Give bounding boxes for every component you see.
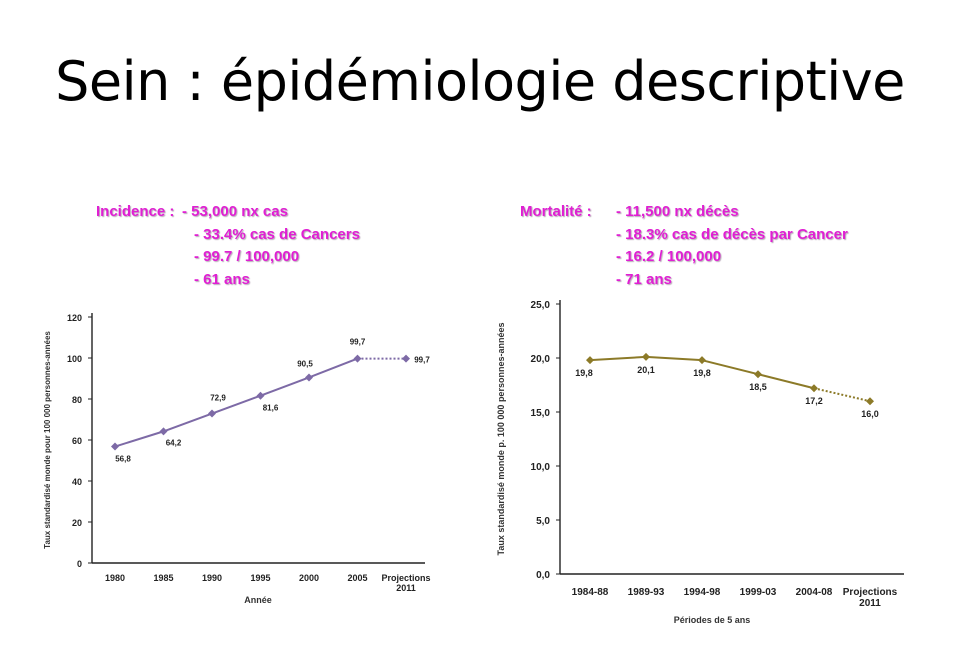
data-label: 90,5 (297, 359, 313, 368)
incidence-item: - 61 ans (194, 271, 250, 288)
projection-line-segment (813, 387, 871, 403)
y-tick-label: 0 (77, 559, 82, 569)
y-tick-label: 40 (72, 477, 82, 487)
slide-title: Sein : épidémiologie descriptive (55, 50, 905, 113)
y-tick-label: 0,0 (536, 570, 550, 581)
x-tick-label: Projections (843, 587, 898, 598)
x-tick-label: 1994-98 (684, 587, 721, 598)
series-line-segment (701, 359, 759, 376)
series-line-segment (163, 412, 213, 433)
x-axis-title: Périodes de 5 ans (674, 615, 751, 625)
y-tick-label: 60 (72, 436, 82, 446)
series-line-segment (114, 430, 164, 448)
series-line-segment (308, 357, 358, 379)
data-label: 20,1 (637, 365, 655, 375)
y-axis-title: Taux standardisé monde pour 100 000 pers… (43, 331, 52, 549)
data-point (754, 370, 762, 379)
data-point (698, 356, 706, 365)
x-tick-label: 2005 (347, 573, 367, 583)
x-tick-label: 1984-88 (572, 587, 609, 598)
x-tick-label: 1980 (105, 573, 125, 583)
y-axis-title: Taux standardisé monde p. 100 000 person… (496, 323, 506, 556)
data-point (305, 373, 313, 382)
mortality-item: - 16.2 / 100,000 (616, 248, 722, 265)
x-tick-label: 1985 (153, 573, 173, 583)
y-tick-label: 15,0 (531, 408, 551, 419)
series-line-segment (211, 394, 261, 415)
data-label: 99,7 (414, 356, 430, 365)
x-tick-label: 1990 (202, 573, 222, 583)
incidence-item: - 33.4% cas de Cancers (194, 226, 360, 243)
data-point (586, 356, 594, 365)
data-point (642, 352, 650, 361)
x-tick-label: 1999-03 (740, 587, 777, 598)
y-tick-label: 100 (67, 354, 82, 364)
data-point (353, 354, 362, 363)
x-tick-label: 2004-08 (796, 587, 833, 598)
mortality-stats: Mortalité : - 11,500 nx décès - 18.3% ca… (520, 203, 880, 293)
data-label: 56,8 (115, 455, 131, 464)
data-point (111, 442, 119, 451)
x-tick-label: 2011 (396, 583, 416, 593)
data-label: 81,6 (263, 404, 279, 413)
data-point (810, 384, 818, 393)
data-label: 16,0 (861, 409, 879, 419)
y-tick-label: 20 (72, 518, 82, 528)
x-tick-label: 2000 (299, 573, 319, 583)
data-point (256, 391, 265, 400)
data-label: 72,9 (210, 394, 226, 403)
x-axis-title: Année (244, 595, 272, 605)
x-tick-label: Projections (381, 573, 430, 583)
incidence-stats: Incidence : - 53,000 nx cas - 33.4% cas … (96, 203, 416, 293)
y-tick-label: 80 (72, 395, 82, 405)
incidence-item: - 99.7 / 100,000 (194, 248, 300, 265)
data-label: 18,5 (749, 382, 767, 392)
data-label: 17,2 (805, 396, 823, 406)
y-tick-label: 5,0 (536, 516, 550, 527)
series-line-segment (645, 355, 703, 362)
mortality-item: - 11,500 nx décès (616, 203, 739, 220)
incidence-item: - 53,000 nx cas (182, 203, 288, 220)
mortality-chart: 0,0 5,0 10,0 15,0 20,0 25,0 1984-88 1989-93 1994… (496, 300, 904, 625)
x-tick-label: 2011 (859, 598, 881, 609)
data-label: 19,8 (693, 368, 711, 378)
series-line-segment (589, 355, 647, 362)
y-tick-label: 20,0 (531, 354, 551, 365)
data-point (208, 409, 216, 418)
x-tick-label: 1989-93 (628, 587, 665, 598)
y-tick-label: 10,0 (531, 462, 551, 473)
y-tick-label: 25,0 (531, 300, 551, 311)
mortality-item: - 71 ans (616, 271, 672, 288)
data-point (866, 397, 874, 406)
data-point (402, 354, 410, 363)
x-tick-label: 1995 (250, 573, 270, 583)
data-label: 64,2 (166, 438, 182, 447)
incidence-chart: 0 20 40 60 80 100 120 1980 1985 1990 1995 2000 2005 P… (43, 313, 431, 605)
data-point (159, 427, 168, 436)
mortality-label: Mortalité : (520, 203, 592, 220)
data-label: 99,7 (350, 338, 366, 347)
mortality-item: - 18.3% cas de décès par Cancer (616, 226, 848, 243)
data-label: 19,8 (575, 368, 593, 378)
series-line-segment (757, 373, 815, 390)
series-line-segment (260, 376, 310, 397)
incidence-label: Incidence : (96, 203, 175, 220)
y-tick-label: 120 (67, 313, 82, 323)
